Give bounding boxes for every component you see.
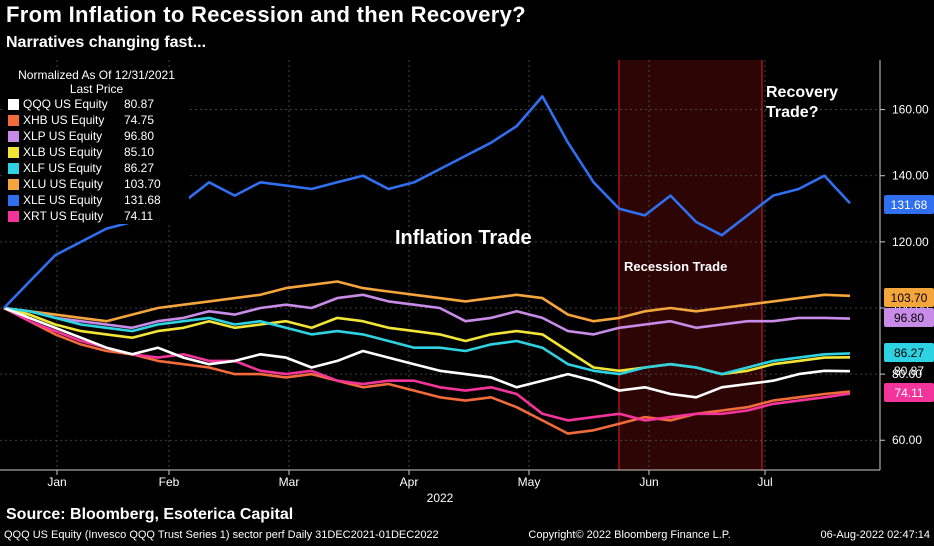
legend-series-name: XLP US Equity [23, 129, 103, 143]
x-tick-label: Jan [47, 475, 66, 489]
x-tick-label: Jul [757, 475, 772, 489]
series-line-xrt [3, 306, 851, 422]
legend-series-value: 74.11 [124, 209, 154, 223]
legend-item-xlf: XLF US Equity 86.27 [4, 160, 189, 176]
x-tick-label: Mar [279, 475, 300, 489]
legend-series-name: QQQ US Equity [23, 97, 108, 111]
chart-subtitle: Narratives changing fast... [6, 34, 207, 51]
y-tick-label: 140.00 [892, 169, 929, 183]
x-tick-label: May [518, 475, 541, 489]
legend-swatch [8, 178, 19, 190]
legend-item-xlb: XLB US Equity 85.10 [4, 144, 189, 160]
footer-description: QQQ US Equity (Invesco QQQ Trust Series … [4, 529, 439, 541]
series-line-xlp [3, 293, 851, 336]
legend-item-xrt: XRT US Equity 74.11 [4, 208, 189, 224]
legend-item-xle: XLE US Equity 131.68 [4, 192, 189, 208]
y-tick-label: 80.00 [892, 367, 922, 381]
y-tick-label: 120.00 [892, 235, 929, 249]
source-note: Source: Bloomberg, Esoterica Capital [6, 506, 294, 523]
annotation-recovery-line1: Recovery [766, 84, 839, 101]
legend-series-value: 85.10 [124, 145, 155, 159]
value-label-box-xle [884, 195, 934, 214]
legend-item-xlp: XLP US Equity 96.80 [4, 128, 189, 144]
legend-series-value: 131.68 [124, 193, 161, 207]
legend-series-name: XHB US Equity [23, 113, 105, 127]
value-label-box-xlp [884, 308, 934, 327]
legend-head-normalized: Normalized As Of 12/31/2021 [18, 68, 175, 82]
legend-swatch [8, 162, 19, 174]
series-line-qqq [3, 306, 851, 399]
y-tick-label: 60.00 [892, 433, 922, 447]
chart-title: From Inflation to Recession and then Rec… [6, 2, 526, 27]
legend-series-name: XLF US Equity [23, 161, 102, 175]
x-tick-label: Feb [159, 475, 180, 489]
legend-series-value: 86.27 [124, 161, 155, 175]
legend-swatch [8, 130, 19, 142]
legend-swatch [8, 98, 19, 110]
value-label-xle: 131.68 [891, 198, 928, 212]
value-label-xrt: 74.11 [894, 386, 923, 400]
recession-shading [619, 60, 762, 470]
legend-swatch [8, 194, 19, 206]
annotation-recession-trade: Recession Trade [624, 259, 728, 274]
value-label-xlp: 96.80 [894, 311, 924, 325]
legend-swatch [8, 146, 19, 158]
legend-series-name: XLU US Equity [23, 177, 104, 191]
legend-series-name: XLB US Equity [23, 145, 103, 159]
y-tick-label: 160.00 [892, 103, 929, 117]
footer-copyright: Copyright© 2022 Bloomberg Finance L.P. [528, 529, 731, 541]
series-line-xlf [3, 306, 851, 376]
legend-series-value: 96.80 [124, 129, 155, 143]
legend-item-xhb: XHB US Equity 74.75 [4, 112, 189, 128]
x-tick-label: Apr [400, 475, 419, 489]
legend-item-qqq: QQQ US Equity 80.87 [4, 96, 189, 112]
footer-bar: QQQ US Equity (Invesco QQQ Trust Series … [4, 529, 930, 541]
legend-head-lastprice: Last Price [69, 82, 124, 96]
series-line-xlu [3, 280, 851, 323]
legend-item-xlu: XLU US Equity 103.70 [4, 176, 189, 192]
annotation-inflation-trade: Inflation Trade [395, 227, 532, 249]
legend-series-name: XLE US Equity [23, 193, 103, 207]
value-label-xlu: 103.70 [891, 291, 928, 305]
value-label-box-xlu [884, 288, 934, 307]
value-label-qqq: 80.87 [894, 364, 924, 378]
footer-timestamp: 06-Aug-2022 02:47:14 [820, 529, 930, 541]
x-tick-label: Jun [639, 475, 658, 489]
value-label-box-xlf [884, 343, 934, 362]
x-year-label: 2022 [427, 491, 454, 505]
legend-swatch [8, 210, 19, 222]
legend-swatch [8, 114, 19, 126]
value-label-xlf: 86.27 [894, 346, 924, 360]
value-label-box-xrt [884, 383, 934, 402]
legend-series-name: XRT US Equity [23, 209, 104, 223]
series-line-xhb [3, 306, 851, 435]
legend-series-value: 80.87 [124, 97, 155, 111]
legend-series-value: 103.70 [124, 177, 161, 191]
legend: Normalized As Of 12/31/2021 Last Price Q… [4, 68, 189, 224]
annotation-recovery-line2: Trade? [766, 104, 819, 121]
legend-series-value: 74.75 [124, 113, 155, 127]
